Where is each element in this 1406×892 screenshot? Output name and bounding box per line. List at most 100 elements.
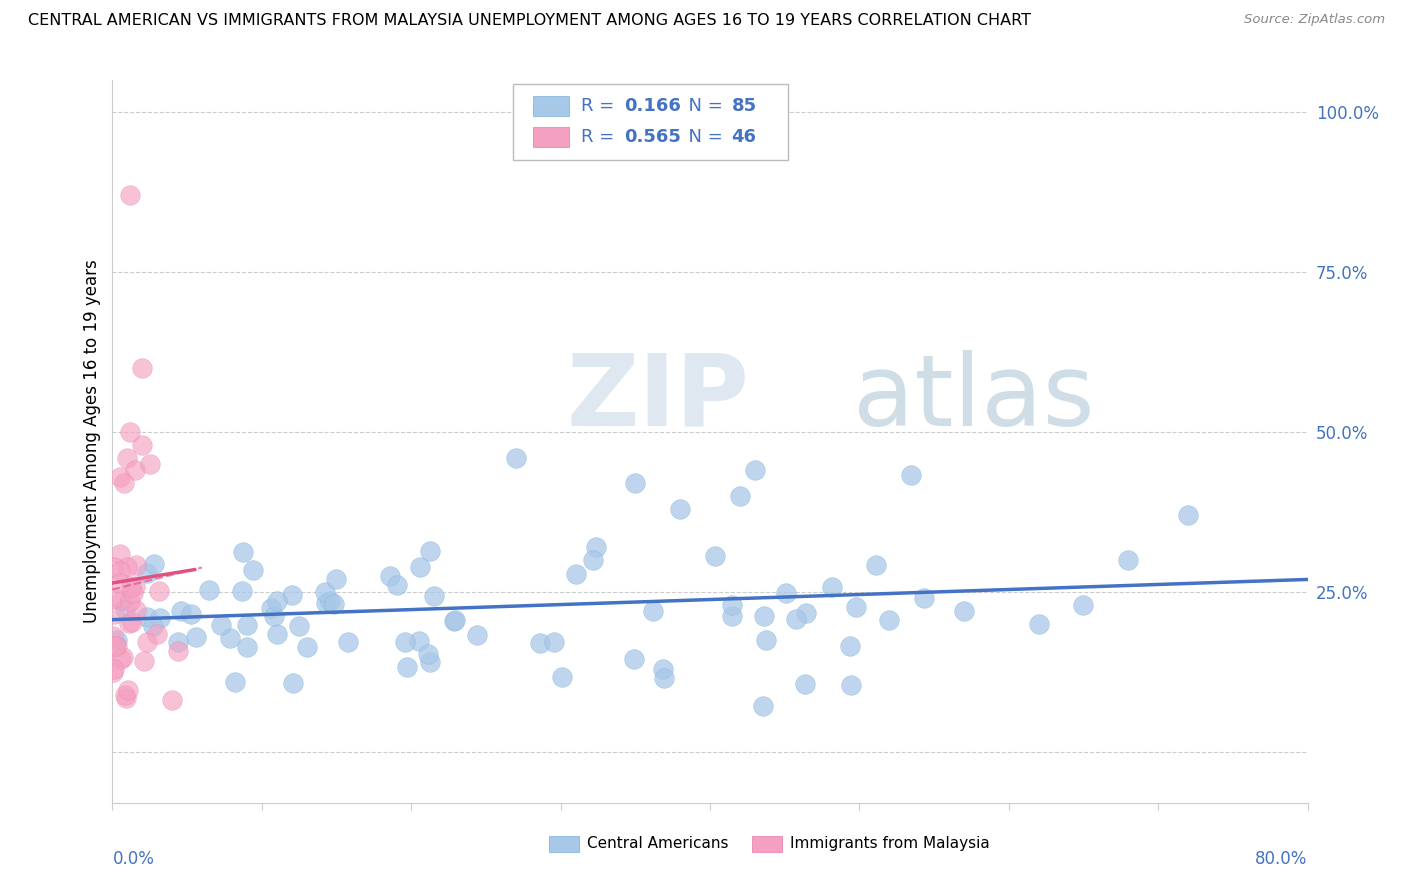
Point xyxy=(118,615,141,630)
Point xyxy=(652,662,675,676)
Point xyxy=(419,655,441,669)
Point xyxy=(423,590,446,604)
Point xyxy=(103,628,125,642)
Point xyxy=(315,596,337,610)
Point xyxy=(505,450,527,465)
Point xyxy=(149,611,172,625)
Text: Source: ZipAtlas.com: Source: ZipAtlas.com xyxy=(1244,13,1385,27)
Text: Central Americans: Central Americans xyxy=(586,837,728,852)
Y-axis label: Unemployment Among Ages 16 to 19 years: Unemployment Among Ages 16 to 19 years xyxy=(83,260,101,624)
Point xyxy=(728,489,751,503)
Point xyxy=(224,675,246,690)
Point xyxy=(295,640,318,655)
Point xyxy=(325,572,347,586)
Point xyxy=(180,607,202,622)
Point xyxy=(124,463,146,477)
Text: R =: R = xyxy=(581,128,620,146)
Point xyxy=(623,652,645,666)
Point xyxy=(117,560,139,574)
Point xyxy=(121,615,143,629)
Point xyxy=(134,654,156,668)
Point xyxy=(110,575,132,590)
Point xyxy=(585,540,607,554)
Point xyxy=(418,647,440,661)
Text: N =: N = xyxy=(676,97,728,115)
Point xyxy=(120,425,142,439)
Point xyxy=(821,580,844,594)
FancyBboxPatch shape xyxy=(548,836,579,852)
Point xyxy=(110,547,132,561)
Point xyxy=(266,593,288,607)
Point xyxy=(219,631,242,645)
FancyBboxPatch shape xyxy=(533,96,569,116)
Point xyxy=(235,640,257,654)
Point xyxy=(419,543,441,558)
Point xyxy=(142,557,165,571)
FancyBboxPatch shape xyxy=(513,84,787,160)
Point xyxy=(378,569,401,583)
Point xyxy=(131,361,153,376)
Point xyxy=(443,614,465,628)
Point xyxy=(408,633,430,648)
Point xyxy=(125,603,148,617)
Point xyxy=(108,469,131,483)
Point xyxy=(146,626,169,640)
Point xyxy=(281,676,304,690)
Point xyxy=(319,594,342,608)
Point xyxy=(755,632,778,647)
Point xyxy=(125,558,148,572)
Point xyxy=(744,463,766,477)
Point xyxy=(242,563,264,577)
Point xyxy=(543,635,565,649)
Text: R =: R = xyxy=(581,97,620,115)
Point xyxy=(122,586,145,600)
Point xyxy=(1177,508,1199,522)
Point xyxy=(953,604,976,618)
Point xyxy=(120,593,142,607)
Point xyxy=(1073,598,1095,612)
Point xyxy=(752,699,775,714)
Point xyxy=(260,601,283,615)
Point xyxy=(752,609,775,624)
Point xyxy=(641,604,664,618)
Point xyxy=(186,630,208,644)
Point xyxy=(124,579,146,593)
Point xyxy=(775,585,797,599)
Point xyxy=(394,635,416,649)
Point xyxy=(322,597,344,611)
Point xyxy=(120,188,142,202)
Point xyxy=(231,584,253,599)
Point xyxy=(114,688,136,702)
Point xyxy=(136,609,159,624)
Point xyxy=(114,602,136,616)
Point xyxy=(166,635,188,649)
Point xyxy=(136,566,159,581)
Point xyxy=(624,476,647,491)
Point xyxy=(103,591,125,606)
Point xyxy=(117,682,139,697)
Point xyxy=(236,618,259,632)
Point xyxy=(209,618,232,632)
Point xyxy=(912,591,935,605)
Point xyxy=(198,582,221,597)
Text: Immigrants from Malaysia: Immigrants from Malaysia xyxy=(790,837,990,852)
Point xyxy=(108,564,131,578)
Point xyxy=(900,468,922,483)
Point xyxy=(103,662,125,676)
Point xyxy=(139,457,162,471)
Point xyxy=(444,613,467,627)
Point xyxy=(395,660,418,674)
Text: ZIP: ZIP xyxy=(567,350,749,447)
Point xyxy=(114,691,136,706)
Point xyxy=(131,438,153,452)
Point xyxy=(704,549,727,563)
Point xyxy=(721,599,744,613)
Point xyxy=(314,584,336,599)
Point xyxy=(110,651,132,665)
Point xyxy=(581,553,603,567)
Point xyxy=(839,678,862,692)
Point xyxy=(162,693,183,707)
Text: N =: N = xyxy=(676,128,728,146)
Point xyxy=(166,644,188,658)
Point xyxy=(652,671,675,685)
